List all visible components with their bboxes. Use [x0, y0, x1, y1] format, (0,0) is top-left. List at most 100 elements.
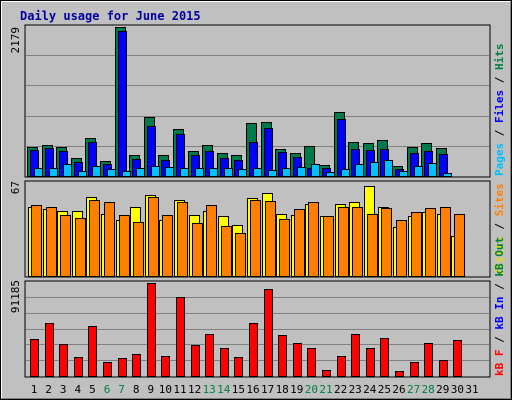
bar-sites-day-11	[177, 202, 188, 277]
bar-kb-f-day-15	[234, 357, 243, 377]
x-tick-label-day-25: 25	[378, 383, 391, 396]
bar-files-day-17	[264, 128, 273, 177]
x-tick-label-day-17: 17	[261, 383, 274, 396]
bar-kb-f-day-30	[453, 340, 462, 377]
side-legend-item: kB Out	[493, 237, 506, 277]
x-tick-label-day-5: 5	[89, 383, 96, 396]
bar-sites-day-19	[294, 209, 305, 277]
bars	[27, 27, 465, 377]
x-tick-label-day-3: 3	[60, 383, 67, 396]
bar-kb-f-day-19	[293, 343, 302, 377]
x-tick-label-day-19: 19	[290, 383, 303, 396]
bar-pages-day-13	[209, 168, 218, 177]
bar-pages-day-10	[165, 167, 174, 177]
bar-kb-f-day-16	[249, 323, 258, 377]
bar-sites-day-23	[352, 207, 363, 277]
x-tick-label-day-30: 30	[451, 383, 464, 396]
bar-kb-f-day-23	[351, 334, 360, 377]
x-tick-label-day-7: 7	[118, 383, 125, 396]
bar-pages-day-6	[107, 169, 116, 177]
bar-kb-f-day-22	[337, 356, 346, 377]
bar-pages-day-14	[224, 168, 233, 177]
bar-sites-day-18	[279, 219, 290, 277]
bar-kb-f-day-18	[278, 335, 287, 377]
bar-kb-f-day-11	[176, 297, 185, 377]
bar-sites-day-1	[31, 205, 42, 277]
x-tick-label-day-8: 8	[133, 383, 140, 396]
side-legend-item: kB F	[493, 350, 506, 377]
bar-pages-day-2	[49, 168, 58, 177]
bar-sites-day-27	[411, 212, 422, 277]
bar-kb-f-day-27	[410, 362, 419, 377]
x-tick-label-day-21: 21	[319, 383, 332, 396]
side-legend-item: /	[493, 123, 506, 143]
bar-pages-day-7	[122, 171, 131, 177]
bar-sites-day-10	[162, 215, 173, 277]
bar-sites-day-22	[338, 207, 349, 277]
bar-kb-f-day-1	[30, 339, 39, 377]
side-legend-item: Hits	[493, 44, 506, 71]
bar-kb-f-day-20	[307, 348, 316, 377]
x-tick-label-day-24: 24	[363, 383, 377, 396]
bar-pages-day-23	[355, 164, 364, 177]
side-legend-item: /	[493, 330, 506, 350]
side-legend-item: /	[493, 277, 506, 297]
bar-pages-day-19	[297, 167, 306, 177]
bar-sites-day-7	[119, 215, 130, 277]
bar-kb-f-day-3	[59, 344, 68, 377]
bar-pages-day-11	[180, 168, 189, 177]
bar-pages-day-16	[253, 168, 262, 177]
bar-sites-day-4	[75, 218, 86, 277]
bar-pages-day-17	[268, 170, 277, 177]
side-legend-panel-2: Visits / Sites	[493, 183, 506, 276]
x-tick-label-day-13: 13	[203, 383, 216, 396]
bar-kb-f-day-8	[132, 354, 141, 377]
bar-sites-day-6	[104, 202, 115, 277]
bar-kb-f-day-21	[322, 370, 331, 377]
bar-kb-f-day-17	[264, 289, 273, 377]
bar-pages-day-29	[443, 173, 452, 177]
bar-sites-day-16	[250, 200, 261, 277]
bar-kb-f-day-6	[103, 362, 112, 377]
x-tick-label-day-14: 14	[217, 383, 231, 396]
bar-sites-day-13	[206, 205, 217, 277]
bar-kb-f-day-12	[191, 345, 200, 377]
side-legend-item: /	[493, 70, 506, 90]
bar-kb-f-day-2	[45, 323, 54, 377]
bar-sites-day-20	[308, 202, 319, 277]
bar-kb-f-day-28	[424, 343, 433, 377]
x-tick-label-day-26: 26	[392, 383, 405, 396]
bar-sites-day-30	[454, 214, 465, 277]
bar-pages-day-22	[341, 169, 350, 177]
side-legend-item: /	[493, 216, 506, 236]
bar-pages-day-27	[414, 166, 423, 177]
bar-sites-day-9	[148, 197, 159, 277]
x-tick-label-day-22: 22	[334, 383, 347, 396]
bar-files-day-7	[118, 31, 127, 177]
bar-kb-f-day-7	[118, 358, 127, 377]
bar-pages-day-24	[370, 162, 379, 177]
panel3-ymax-label: 91185	[9, 280, 22, 313]
bar-pages-day-9	[151, 166, 160, 177]
bar-sites-day-3	[60, 215, 71, 277]
bar-sites-day-21	[323, 216, 334, 277]
bar-sites-day-26	[396, 220, 407, 277]
bar-sites-day-29	[440, 207, 451, 277]
bar-sites-day-28	[425, 208, 436, 277]
bar-pages-day-21	[326, 172, 335, 177]
bar-kb-f-day-5	[88, 326, 97, 377]
bar-kb-f-day-29	[439, 360, 448, 377]
side-legend-panel-3: kB F / kB In / kB Out	[493, 237, 506, 376]
bar-pages-day-4	[78, 171, 87, 177]
x-tick-label-day-11: 11	[173, 383, 186, 396]
side-legend-panel-1: Pages / Files / Hits	[493, 44, 506, 177]
bar-pages-day-18	[282, 168, 291, 177]
bar-kb-f-day-14	[220, 348, 229, 377]
x-tick-label-day-20: 20	[305, 383, 318, 396]
bar-pages-day-5	[92, 166, 101, 177]
side-legend-item: Visits	[493, 236, 506, 276]
bar-pages-day-20	[311, 164, 320, 177]
bar-sites-day-5	[89, 200, 100, 277]
